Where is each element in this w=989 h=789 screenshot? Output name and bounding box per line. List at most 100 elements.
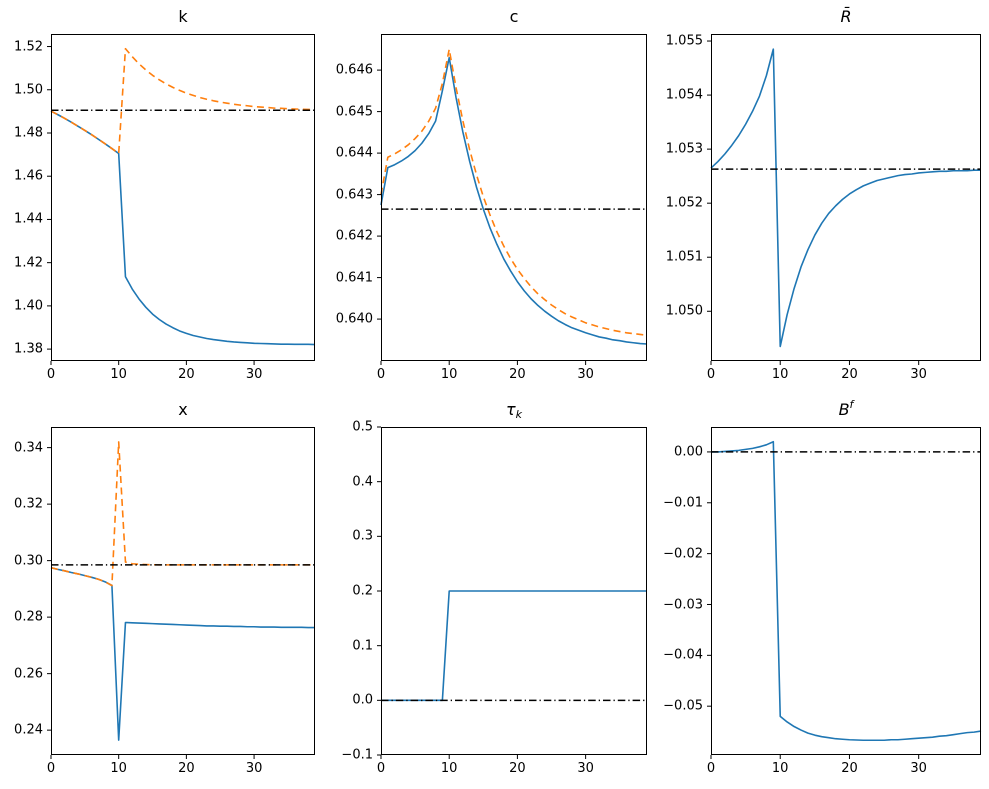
x-tick-label: 30: [577, 367, 594, 382]
subplot-x: x 0.24 0.26 0.28 0.30 0.32 0.34 0 10 20 30: [14, 402, 315, 775]
x-tick-label: 20: [509, 761, 526, 776]
y-tick-label: 0.642: [335, 228, 373, 244]
y-tick-label: 1.46: [14, 168, 43, 184]
y-tick-label: 0.640: [335, 311, 373, 327]
subplot-c-title: c: [510, 6, 519, 27]
c-plot-area: [377, 34, 648, 365]
y-tick-label: 1.48: [14, 125, 43, 141]
solid-series-line: [50, 110, 316, 346]
x-tick-label: 10: [110, 367, 127, 382]
axes-frame: [381, 34, 647, 361]
title-text: R̄: [840, 7, 852, 26]
x-tick-label: 20: [178, 367, 195, 382]
tau-k-plot-area: [377, 426, 647, 759]
bf-plot-area: [707, 427, 982, 759]
x-tick-label: 20: [841, 761, 858, 776]
y-tick-label: 1.053: [665, 141, 703, 157]
y-tick-label: 0.00: [674, 444, 703, 460]
title-text: τ: [505, 400, 516, 419]
y-tick-label: 0.24: [14, 722, 43, 738]
solid-series-line: [381, 590, 647, 702]
solid-series-line: [380, 56, 648, 345]
subplot-rbar: R̄ 1.050 1.051 1.052 1.053 1.054 1.055 0 10 20 30: [666, 9, 981, 381]
y-tick-label: 0.30: [14, 553, 43, 569]
x-tick-label: 20: [841, 367, 858, 382]
y-tick-label: 1.051: [665, 249, 703, 265]
axes-frame: [51, 427, 315, 755]
y-tick-label: 0.3: [352, 528, 373, 544]
title-text: B: [838, 400, 850, 419]
subplot-k-title: k: [178, 6, 187, 27]
title-text: x: [178, 400, 188, 419]
dashed-series-line: [50, 441, 315, 587]
y-tick-label: 0.2: [352, 583, 373, 599]
x-tick-label: 20: [178, 761, 195, 776]
k-plot-area: [47, 34, 316, 365]
y-tick-label: 0.646: [335, 62, 373, 78]
x-tick-label: 0: [376, 761, 386, 776]
solid-series-line: [711, 440, 982, 742]
y-tick-label: 1.38: [14, 341, 43, 357]
y-tick-label: 1.050: [665, 303, 703, 319]
dashed-series-line: [50, 47, 316, 155]
title-text: k: [178, 7, 188, 26]
subplot-tau-k-title: τk: [505, 400, 523, 421]
x-tick-label: 30: [910, 367, 927, 382]
x-tick-label: 10: [440, 367, 458, 382]
rbar-plot-area: [707, 34, 981, 365]
x-tick-label: 0: [706, 367, 716, 382]
y-tick-label: 1.40: [14, 298, 43, 314]
y-tick-label: 0.645: [335, 104, 373, 120]
y-tick-label: 0.0: [352, 692, 373, 708]
y-tick-label: 0.644: [335, 145, 373, 161]
x-tick-label: 10: [440, 761, 458, 776]
subplot-k: k 1.38 1.40 1.42 1.44 1.46 1.48 1.50 1.52 0 10 20 3…: [14, 9, 316, 381]
y-tick-label: 0.26: [14, 666, 43, 682]
x-tick-label: 30: [577, 761, 594, 776]
axes-frame: [711, 34, 981, 361]
solid-series-line: [50, 566, 315, 741]
y-tick-label: 0.5: [352, 419, 373, 435]
y-tick-label: 0.641: [335, 270, 373, 286]
y-tick-label: 1.50: [14, 82, 43, 98]
title-text: c: [509, 7, 519, 26]
y-tick-label: 0.4: [352, 474, 373, 490]
x-tick-label: 0: [46, 761, 56, 776]
y-tick-label: 0.1: [352, 638, 373, 654]
x-tick-label: 20: [509, 367, 526, 382]
solid-series-line: [710, 48, 981, 348]
subplot-bf: Bf 0.00 −0.01 −0.02 −0.03 −0.04 −0.05 0 10 20 30: [663, 399, 982, 775]
y-tick-label: 0.643: [335, 187, 373, 203]
y-tick-label: 1.52: [14, 39, 43, 54]
y-tick-label: −0.03: [663, 597, 703, 612]
y-tick-label: −0.05: [663, 698, 703, 714]
subplot-tau-k: τk −0.1 0.0 0.1 0.2 0.3 0.4 0.5 0 10 20 30: [341, 402, 647, 775]
subplot-bf-title: Bf: [838, 398, 854, 419]
y-tick-label: −0.02: [663, 546, 703, 562]
dashed-series-line: [380, 48, 648, 337]
y-tick-label: 1.052: [665, 195, 703, 211]
y-tick-label: 1.055: [665, 33, 703, 49]
x-tick-label: 30: [245, 367, 263, 382]
y-tick-label: 1.42: [14, 255, 43, 271]
y-tick-label: 0.32: [14, 496, 43, 512]
x-plot-area: [47, 427, 315, 759]
x-tick-label: 30: [910, 761, 927, 776]
y-tick-label: 1.054: [665, 87, 703, 103]
subplot-x-title: x: [178, 399, 187, 420]
axes-frame: [381, 427, 647, 755]
x-tick-label: 0: [46, 367, 56, 382]
y-tick-label: 0.28: [14, 609, 43, 625]
axes-frame: [51, 34, 315, 361]
subplot-rbar-title: R̄: [840, 6, 851, 27]
x-tick-label: 10: [771, 367, 789, 382]
y-tick-label: −0.04: [663, 647, 703, 663]
y-tick-label: −0.01: [663, 495, 703, 511]
x-tick-label: 30: [245, 761, 263, 776]
axes-frame: [711, 427, 981, 755]
x-tick-label: 0: [706, 761, 716, 776]
x-tick-label: 10: [771, 761, 789, 776]
y-tick-label: 1.44: [14, 211, 43, 227]
x-tick-label: 10: [110, 761, 127, 776]
